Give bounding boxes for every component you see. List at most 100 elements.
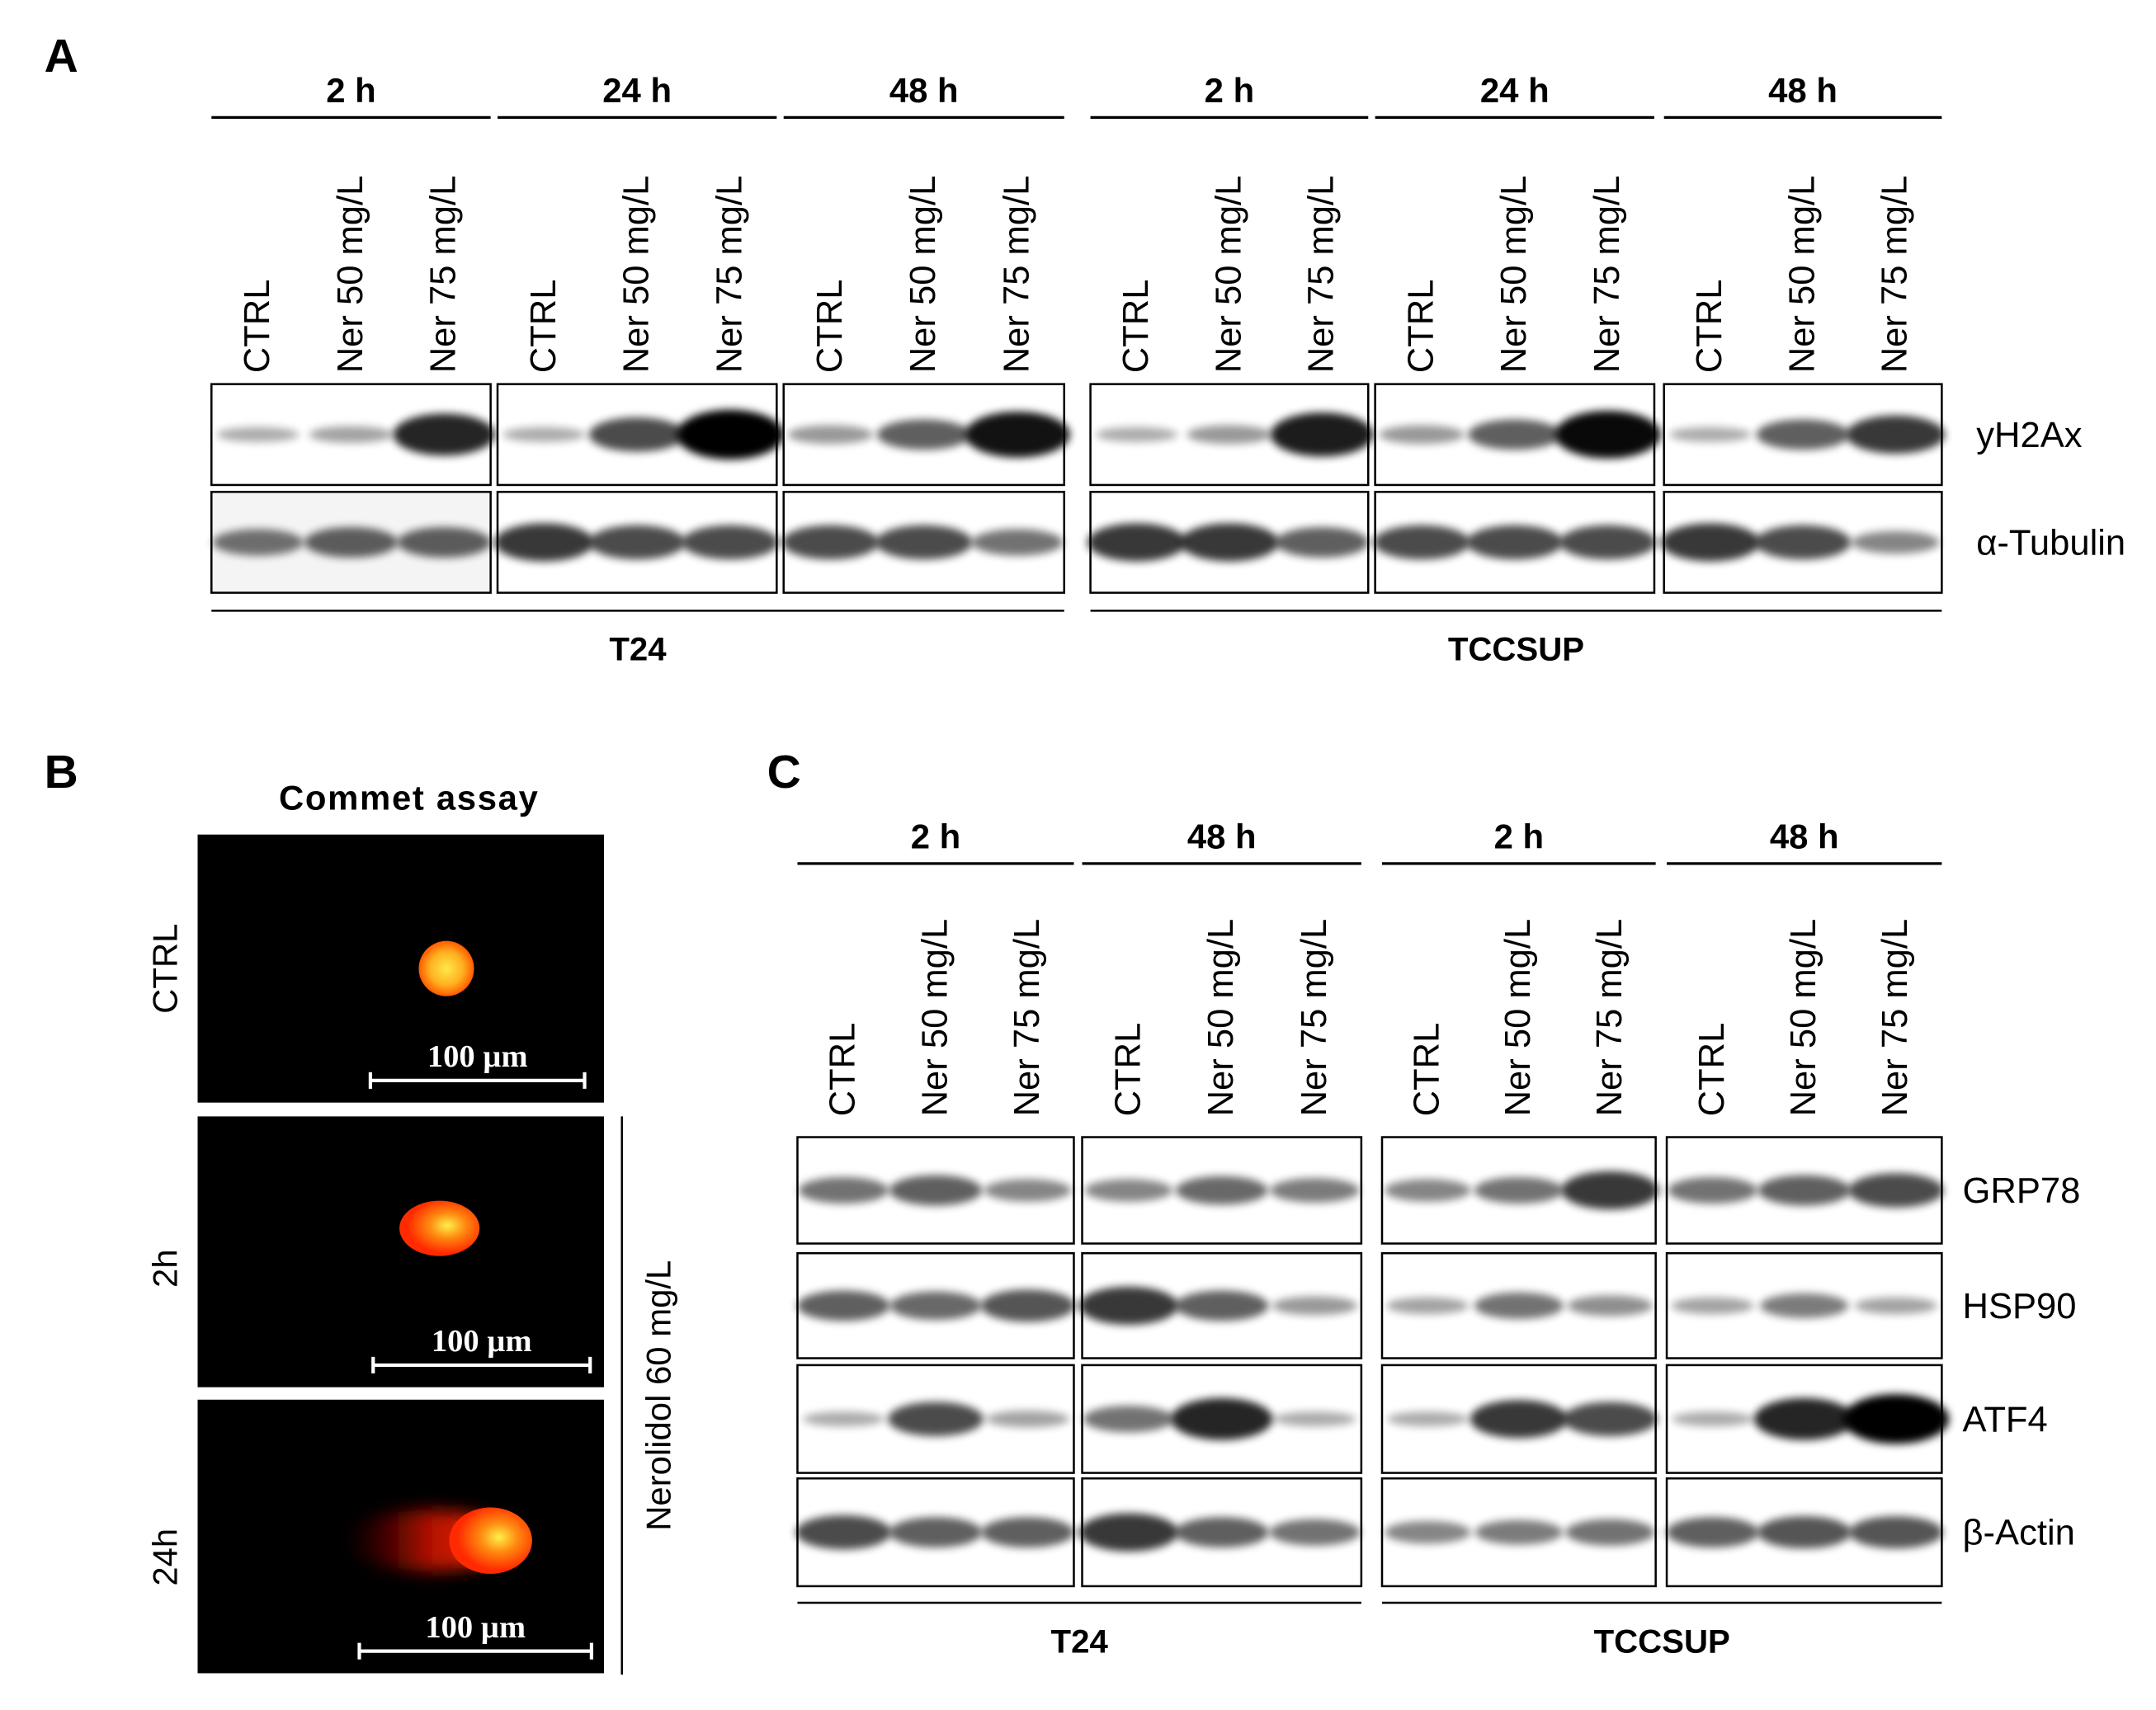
band <box>1756 419 1850 450</box>
protein-label: β-Actin <box>1963 1514 2075 1553</box>
timepoint-label: 2 h <box>326 71 375 110</box>
lane-label: Ner 50 mg/L <box>915 919 955 1117</box>
band <box>216 426 300 442</box>
band <box>1852 530 1940 554</box>
treatment-label: Nerolidol 60 mg/L <box>639 1260 677 1531</box>
band <box>1386 1297 1470 1315</box>
lane-label: Ner 50 mg/L <box>903 176 943 374</box>
comet-head <box>399 1200 480 1256</box>
lane-label: Ner 50 mg/L <box>1494 176 1534 374</box>
cell-line-label: T24 <box>609 631 667 668</box>
lane-label: CTRL <box>1401 280 1441 374</box>
lane-label: Ner 75 mg/L <box>424 176 464 374</box>
band <box>309 426 394 444</box>
lane-label: Ner 50 mg/L <box>331 176 370 374</box>
lane-label: Ner 75 mg/L <box>997 176 1036 374</box>
band <box>965 411 1070 458</box>
panel-label: B <box>45 746 78 798</box>
band <box>986 1411 1070 1428</box>
lane-label: Ner 75 mg/L <box>1875 919 1915 1117</box>
band <box>494 523 594 562</box>
band <box>1671 1297 1754 1315</box>
lane-label: Ner 50 mg/L <box>1209 176 1248 374</box>
lane-label: CTRL <box>1692 1023 1732 1117</box>
band <box>1078 1513 1178 1552</box>
lane-label: CTRL <box>524 280 564 374</box>
band <box>1848 1515 1943 1549</box>
band <box>1470 1400 1568 1439</box>
timepoint-label: 24 h <box>602 71 672 110</box>
band <box>889 1175 983 1206</box>
row-label: 24h <box>145 1529 184 1586</box>
timepoint-label: 24 h <box>1480 71 1550 110</box>
band <box>1373 525 1470 560</box>
lane-label: Ner 75 mg/L <box>1590 919 1630 1117</box>
band <box>787 425 874 445</box>
cell-line-label: TCCSUP <box>1448 631 1584 668</box>
band <box>304 527 399 558</box>
band <box>1669 426 1752 442</box>
band <box>1084 1179 1173 1202</box>
timepoint-label: 48 h <box>1770 817 1839 855</box>
band <box>876 419 971 450</box>
band <box>682 525 779 560</box>
band <box>1273 1411 1356 1427</box>
band <box>1087 523 1187 562</box>
band <box>1466 525 1564 560</box>
lane-label: CTRL <box>810 280 850 374</box>
band <box>1078 1286 1178 1325</box>
band <box>1270 412 1374 457</box>
comet-head <box>418 940 474 996</box>
band <box>502 426 586 442</box>
band <box>1660 523 1760 562</box>
lane-label: CTRL <box>823 1023 863 1117</box>
scale-bar-label: 100 µm <box>432 1324 532 1359</box>
band <box>980 1289 1075 1322</box>
band <box>1842 1394 1950 1444</box>
band <box>1180 523 1279 562</box>
band <box>795 1515 892 1550</box>
cell-line-label: TCCSUP <box>1594 1623 1730 1660</box>
band <box>1379 425 1465 445</box>
band <box>1474 1176 1564 1204</box>
band <box>1846 415 1946 454</box>
band <box>1754 525 1852 560</box>
lane-label: CTRL <box>1408 1023 1447 1117</box>
band <box>1565 1519 1655 1546</box>
timepoint-label: 2 h <box>911 817 960 855</box>
panel-label: A <box>45 30 78 82</box>
band <box>1760 1293 1849 1318</box>
lane-label: Ner 75 mg/L <box>710 176 749 374</box>
band <box>397 527 491 558</box>
band <box>1275 527 1369 558</box>
timepoint-label: 48 h <box>889 71 959 110</box>
band <box>1174 1290 1269 1321</box>
band <box>781 525 880 560</box>
lane-label: Ner 50 mg/L <box>1782 176 1822 374</box>
band <box>1474 1519 1564 1545</box>
band <box>212 529 304 556</box>
lane-label: Ner 75 mg/L <box>1302 176 1342 374</box>
band <box>1174 1517 1269 1548</box>
band <box>971 529 1064 556</box>
lane-label: Ner 50 mg/L <box>1201 919 1241 1117</box>
band <box>676 409 785 459</box>
band <box>1554 410 1661 459</box>
timepoint-label: 48 h <box>1187 817 1257 855</box>
lane-label: Ner 50 mg/L <box>617 176 657 374</box>
lane-label: Ner 75 mg/L <box>1875 176 1915 374</box>
band <box>1668 1176 1757 1204</box>
band <box>393 413 495 456</box>
scale-bar-label: 100 µm <box>425 1610 526 1645</box>
comet-image <box>197 834 604 1103</box>
band <box>1757 1515 1852 1549</box>
timepoint-label: 2 h <box>1494 817 1544 855</box>
protein-label: yH2Ax <box>1976 416 2082 455</box>
band <box>1175 1175 1268 1205</box>
band <box>1387 1411 1469 1427</box>
lane-label: Ner 75 mg/L <box>1295 919 1334 1117</box>
band <box>1854 1297 1937 1315</box>
lane-label: CTRL <box>1116 280 1156 374</box>
comet-head <box>449 1507 532 1574</box>
band <box>875 525 973 560</box>
